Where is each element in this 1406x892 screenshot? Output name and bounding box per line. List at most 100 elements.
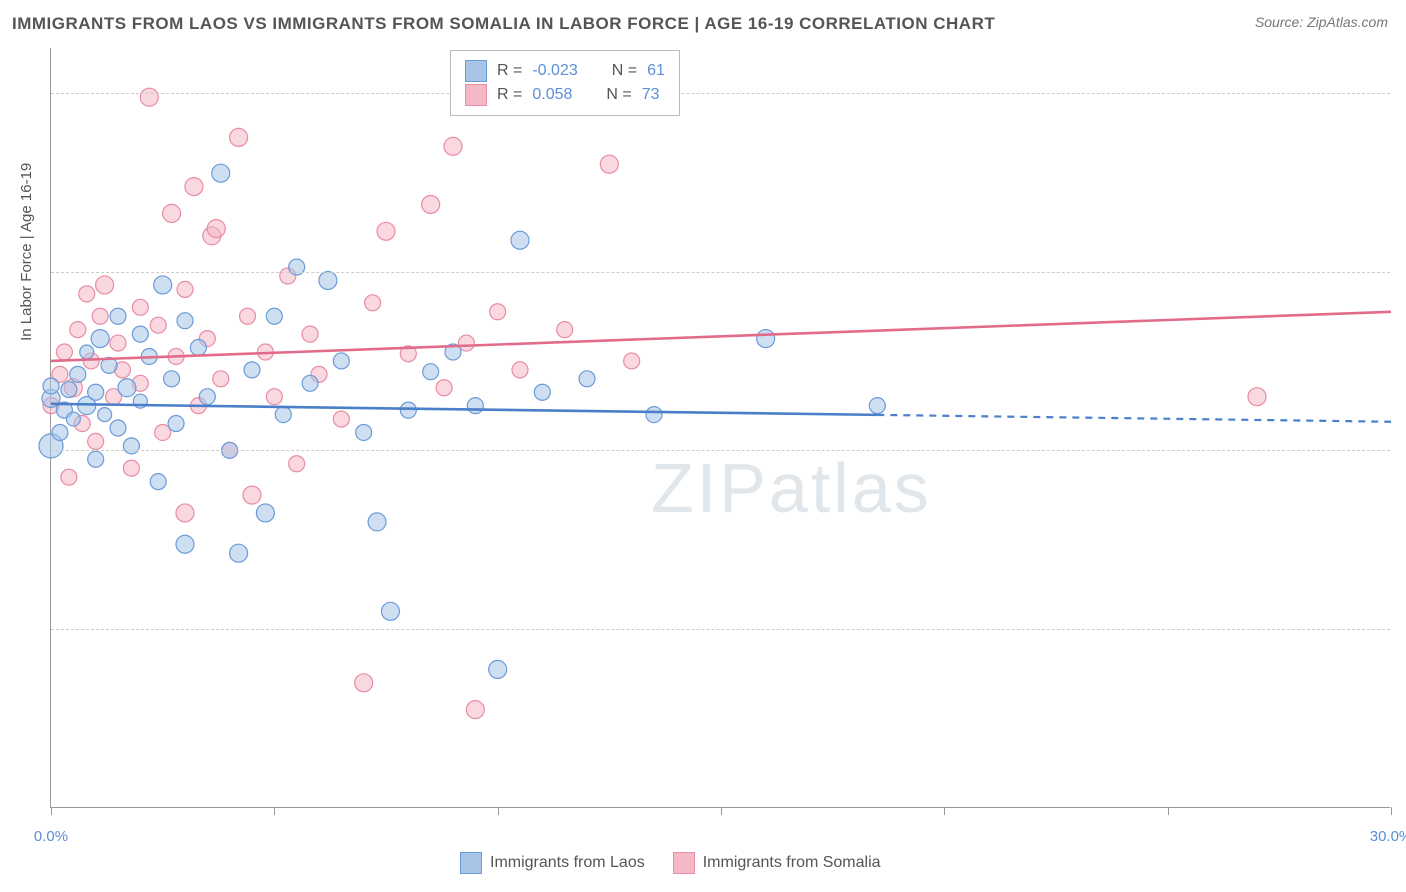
data-point-somalia [1248,388,1266,406]
data-point-laos [177,313,193,329]
data-point-somalia [466,701,484,719]
legend-item: Immigrants from Laos [460,852,645,874]
legend-swatch [465,60,487,82]
source-attribution: Source: ZipAtlas.com [1255,14,1388,30]
data-point-somalia [377,222,395,240]
correlation-legend: R =-0.023N =61R =0.058N =73 [450,50,680,116]
data-point-somalia [243,486,261,504]
data-point-laos [467,398,483,414]
data-point-somalia [266,389,282,405]
stat-n-value: 61 [647,62,665,80]
data-point-laos [368,513,386,531]
data-point-laos [110,420,126,436]
legend-stat-row: R = -0.023 N = 61 [465,60,665,82]
x-tick [944,807,945,815]
x-tick [498,807,499,815]
data-point-laos [164,371,180,387]
x-tick-label: 0.0% [34,828,68,845]
stat-n-value: 73 [642,86,660,104]
stat-n-label: N = [612,62,637,80]
data-point-somalia [92,308,108,324]
data-point-laos [212,164,230,182]
data-point-laos [132,326,148,342]
data-point-somalia [289,456,305,472]
data-point-laos [356,424,372,440]
x-tick [1168,807,1169,815]
data-point-laos [154,276,172,294]
data-point-laos [123,438,139,454]
data-point-somalia [140,88,158,106]
data-point-laos [70,366,86,382]
gridline-h [51,629,1390,630]
series-legend: Immigrants from Laos Immigrants from Soma… [460,852,881,874]
data-point-somalia [240,308,256,324]
legend-stat-row: R =0.058N =73 [465,84,665,106]
legend-swatch [460,852,482,874]
data-point-laos [256,504,274,522]
legend-label: Immigrants from Somalia [703,854,881,872]
data-point-laos [66,412,80,426]
data-point-laos [80,345,94,359]
data-point-somalia [110,335,126,351]
data-point-laos [88,451,104,467]
data-point-somalia [333,411,349,427]
legend-swatch [465,84,487,106]
stat-r-label: R = [497,62,522,80]
data-point-laos [333,353,349,369]
x-tick [1391,807,1392,815]
data-point-laos [423,364,439,380]
data-point-laos [289,259,305,275]
data-point-laos [302,375,318,391]
data-point-laos [61,382,77,398]
data-point-somalia [185,178,203,196]
data-point-somalia [302,326,318,342]
data-point-laos [244,362,260,378]
data-point-somalia [70,322,86,338]
data-point-somalia [207,220,225,238]
data-point-somalia [123,460,139,476]
legend-item: Immigrants from Somalia [673,852,881,874]
x-tick-label: 30.0% [1370,828,1406,845]
data-point-laos [266,308,282,324]
stat-r-value: -0.023 [532,62,577,80]
legend-swatch [673,852,695,874]
data-point-somalia [624,353,640,369]
data-point-somalia [213,371,229,387]
data-point-somalia [444,137,462,155]
data-point-laos [110,308,126,324]
plot-area: ZIPatlas 20.0%40.0%60.0%80.0%0.0%30.0% [50,48,1390,808]
data-point-somalia [176,504,194,522]
stat-r-value: 0.058 [532,86,572,104]
data-point-laos [646,407,662,423]
x-tick [51,807,52,815]
y-axis-title: In Labor Force | Age 16-19 [18,163,35,341]
data-point-laos [190,340,206,356]
x-tick [274,807,275,815]
data-point-somalia [150,317,166,333]
data-point-laos [579,371,595,387]
data-point-somalia [600,155,618,173]
data-point-laos [511,231,529,249]
data-point-laos [319,271,337,289]
data-point-laos [150,474,166,490]
data-point-laos [489,660,507,678]
legend-label: Immigrants from Laos [490,854,645,872]
data-point-laos [275,407,291,423]
data-point-laos [400,402,416,418]
data-point-laos [381,602,399,620]
data-point-laos [199,389,215,405]
scatter-svg [51,48,1390,807]
data-point-somalia [132,299,148,315]
data-point-somalia [96,276,114,294]
data-point-laos [869,398,885,414]
data-point-laos [98,408,112,422]
regression-line-laos [51,404,877,415]
data-point-somalia [365,295,381,311]
gridline-h [51,450,1390,451]
stat-r-label: R = [497,86,522,104]
data-point-somalia [177,281,193,297]
data-point-somalia [56,344,72,360]
data-point-somalia [355,674,373,692]
data-point-laos [91,330,109,348]
data-point-somalia [163,204,181,222]
